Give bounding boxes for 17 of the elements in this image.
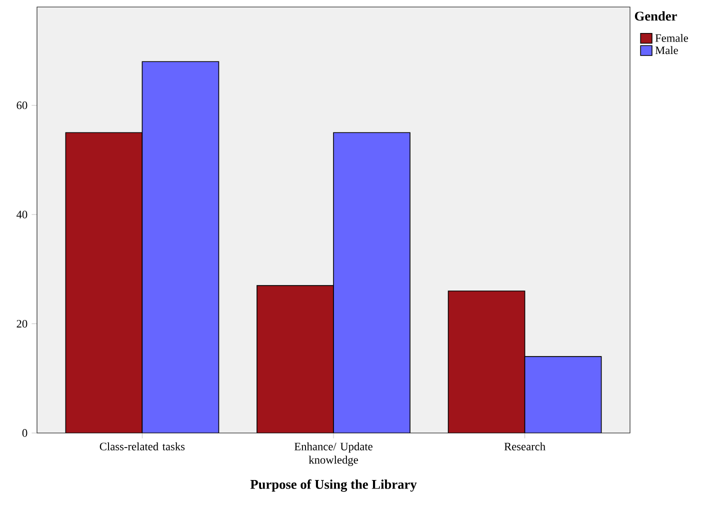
x-axis-title: Purpose of Using the Library bbox=[250, 479, 417, 492]
y-tick-label: 0 bbox=[22, 429, 28, 437]
bar bbox=[524, 356, 602, 433]
bar bbox=[448, 290, 526, 433]
legend-title: Gender bbox=[634, 11, 677, 21]
legend-label: Male bbox=[655, 46, 678, 54]
x-tick-label: Research bbox=[504, 442, 546, 450]
x-tick-label: Class-related tasks bbox=[100, 442, 185, 450]
bar bbox=[142, 62, 219, 433]
bar bbox=[333, 132, 410, 433]
bar bbox=[66, 132, 142, 433]
y-tick-label: 60 bbox=[16, 102, 28, 110]
y-tick-label: 40 bbox=[16, 210, 28, 218]
legend-label: Female bbox=[655, 34, 688, 42]
bar bbox=[256, 285, 334, 433]
x-tick-label: Enhance/ Update knowledge bbox=[294, 442, 372, 466]
y-tick-label: 20 bbox=[16, 320, 28, 328]
